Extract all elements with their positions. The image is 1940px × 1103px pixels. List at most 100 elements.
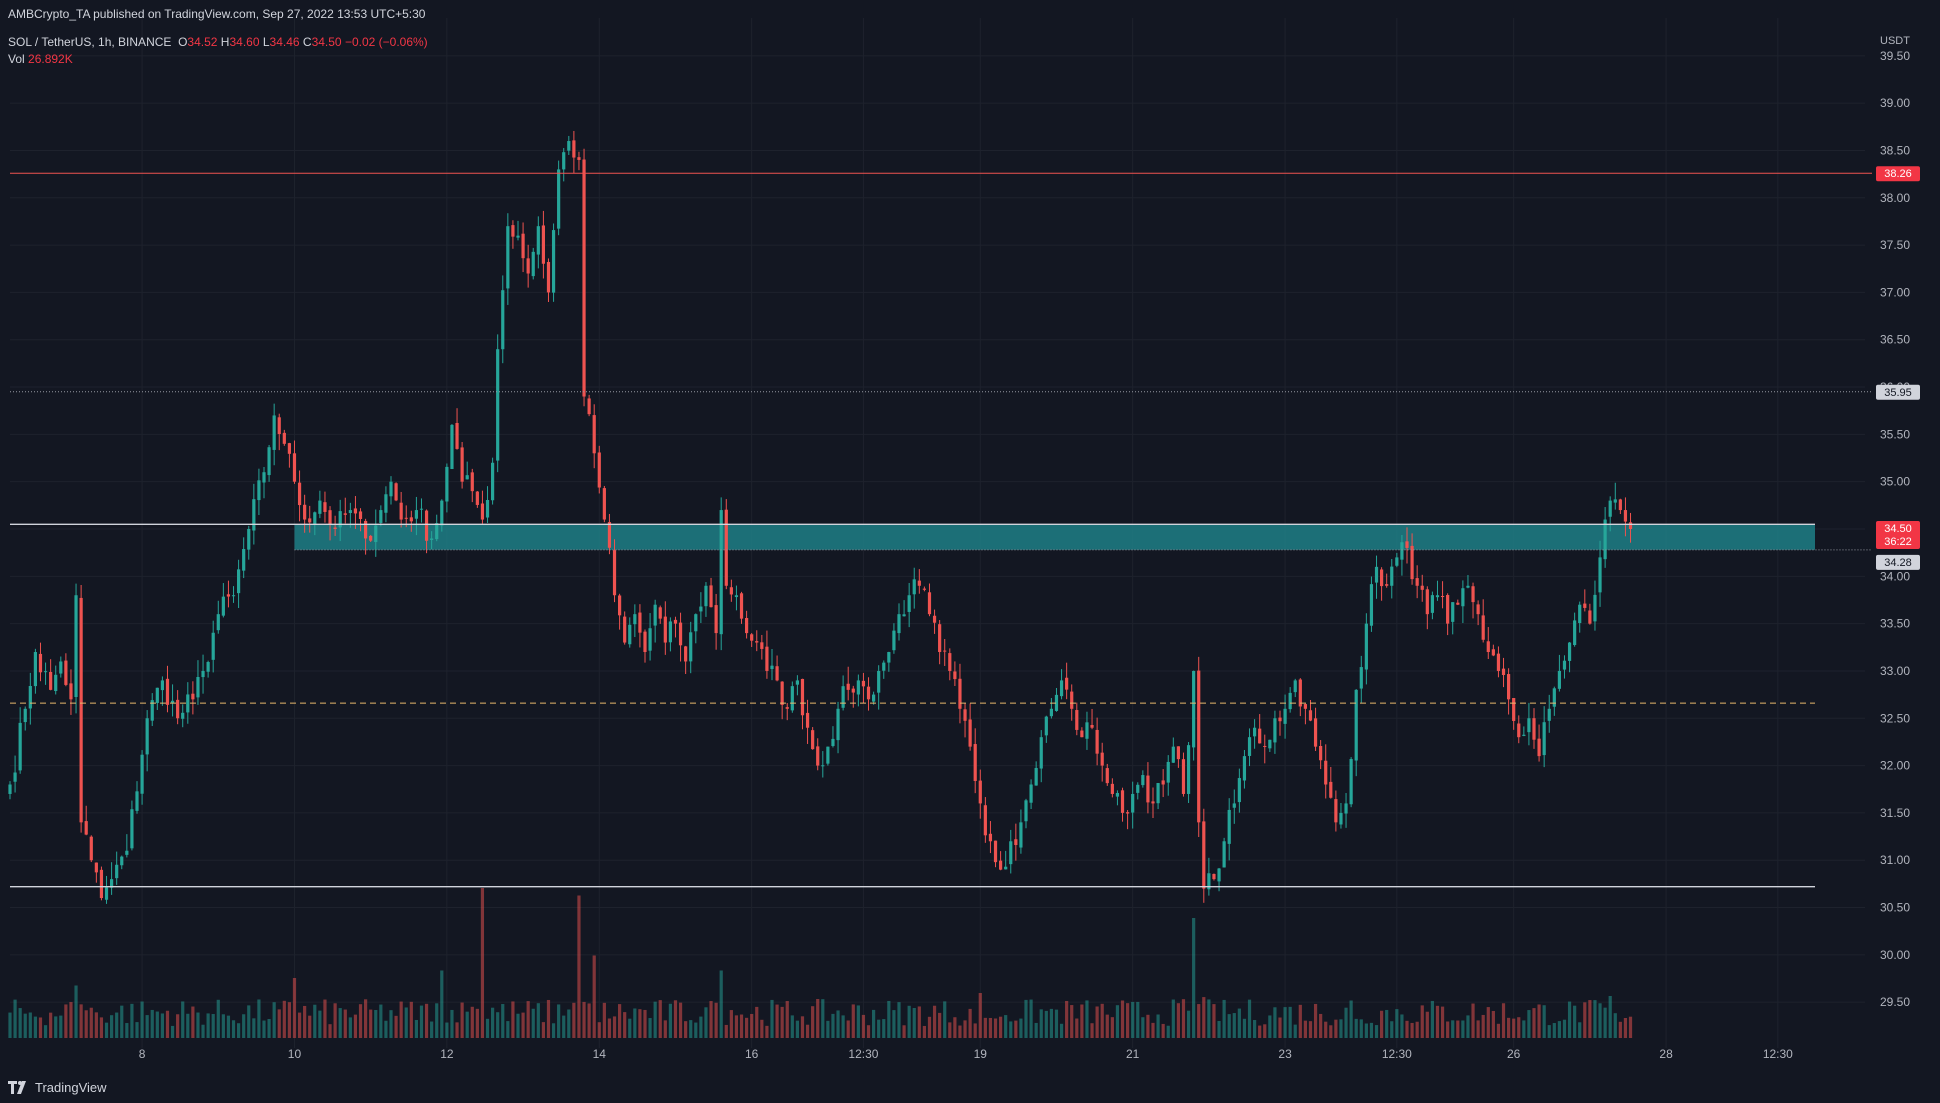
volume-bar (1019, 1018, 1023, 1038)
volume-bar (1313, 1003, 1318, 1038)
candle-body (1329, 781, 1333, 798)
candle-body (247, 529, 251, 550)
price-label-box (1876, 554, 1920, 570)
volume-bar (1507, 1017, 1511, 1038)
volume-bar (1628, 1016, 1633, 1038)
volume-bar (287, 1002, 291, 1038)
candle-body (277, 417, 281, 435)
volume-bar (861, 1014, 866, 1038)
candle-body (18, 722, 22, 771)
candle-body (1324, 760, 1328, 785)
volume-bar (1258, 1025, 1262, 1038)
candle-body (1171, 746, 1175, 763)
volume-line: Vol 26.892K (8, 52, 73, 66)
candle-body (831, 738, 835, 746)
volume-bar (506, 1021, 510, 1038)
volume-bar (1049, 1008, 1053, 1038)
volume-bar (1029, 999, 1033, 1038)
volume-bar (816, 999, 820, 1038)
candle-body (23, 708, 27, 723)
candle-body (1146, 775, 1150, 803)
candle-body (292, 453, 297, 482)
candle-body (1319, 746, 1323, 761)
candle-body (602, 488, 606, 520)
volume-bar (130, 1003, 134, 1038)
volume-bar (1319, 1013, 1323, 1038)
candle-body (1232, 803, 1236, 808)
time-tick-label: 12:30 (1382, 1047, 1412, 1061)
time-tick-label: 8 (139, 1047, 146, 1061)
volume-bar (28, 1012, 32, 1038)
candle-body (1110, 783, 1114, 794)
candle-body (932, 615, 937, 623)
candle-body (1598, 557, 1602, 593)
candle-body (592, 415, 596, 454)
candle-body (282, 432, 286, 444)
volume-bar (1268, 1015, 1272, 1038)
volume-bar (841, 1015, 845, 1038)
volume-bar (333, 1003, 337, 1038)
candle-body (1339, 812, 1343, 825)
volume-bar (155, 1011, 159, 1038)
volume-bar (419, 1005, 424, 1038)
volume-bar (323, 999, 327, 1038)
volume-bar (1192, 918, 1196, 1038)
candle-body (130, 809, 134, 849)
candle-body (1009, 841, 1013, 865)
candle-body (1593, 594, 1597, 622)
tradingview-brand: TradingView (35, 1080, 107, 1095)
axis-tick-label: 35.50 (1880, 427, 1910, 441)
candle-body (1263, 745, 1267, 747)
candle-body (785, 707, 789, 709)
candle-body (104, 887, 109, 900)
candle-body (328, 510, 332, 525)
candle-body (216, 614, 220, 631)
volume-bar (1613, 1013, 1617, 1038)
candle-body (673, 619, 678, 624)
volume-bar (1359, 1019, 1363, 1038)
volume-bar (1390, 1021, 1394, 1038)
volume-bar (1385, 1009, 1389, 1038)
candle-body (1136, 784, 1140, 793)
axis-tick-label: 35.00 (1880, 475, 1910, 489)
volume-bar (1054, 1009, 1059, 1038)
candle-body (435, 523, 439, 540)
volume-bars (8, 888, 1633, 1038)
candle-body (973, 744, 977, 781)
volume-bar (633, 1008, 637, 1038)
candle-body (907, 595, 911, 612)
volume-bar (414, 1019, 418, 1038)
volume-bar (125, 1023, 129, 1038)
volume-bar (465, 1011, 469, 1038)
candle-body (196, 676, 200, 698)
candle-body (1085, 722, 1089, 739)
volume-bar (292, 978, 297, 1038)
candle-body (927, 592, 932, 615)
volume-bar (1496, 1023, 1501, 1038)
tradingview-logo[interactable]: TradingView (8, 1080, 107, 1095)
volume-bar (364, 999, 368, 1038)
candle-body (948, 653, 952, 671)
volume-bar (775, 1004, 779, 1038)
volume-bar (1065, 1000, 1069, 1038)
volume-bar (973, 1023, 977, 1038)
volume-bar (1339, 1019, 1343, 1038)
candle-body (1253, 727, 1257, 737)
axis-tick-label: 31.50 (1880, 806, 1910, 820)
candle-body (242, 549, 246, 571)
candle-body (648, 628, 652, 651)
volume-bar (1598, 1003, 1602, 1038)
candle-body (1623, 510, 1628, 522)
candle-body (750, 634, 754, 641)
candle-body (536, 226, 540, 255)
candle-body (496, 349, 500, 461)
volume-bar (480, 888, 485, 1038)
volume-bar (318, 1010, 322, 1038)
volume-bar (445, 1022, 449, 1038)
candle-body (333, 527, 337, 529)
candle-body (866, 686, 871, 700)
candle-body (1161, 780, 1165, 785)
low-label: L (262, 35, 270, 49)
volume-bar (521, 1012, 525, 1038)
